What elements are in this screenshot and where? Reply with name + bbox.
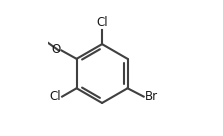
Text: O: O: [51, 43, 60, 56]
Text: Cl: Cl: [96, 16, 108, 29]
Text: Br: Br: [145, 90, 158, 103]
Text: Cl: Cl: [50, 90, 61, 103]
